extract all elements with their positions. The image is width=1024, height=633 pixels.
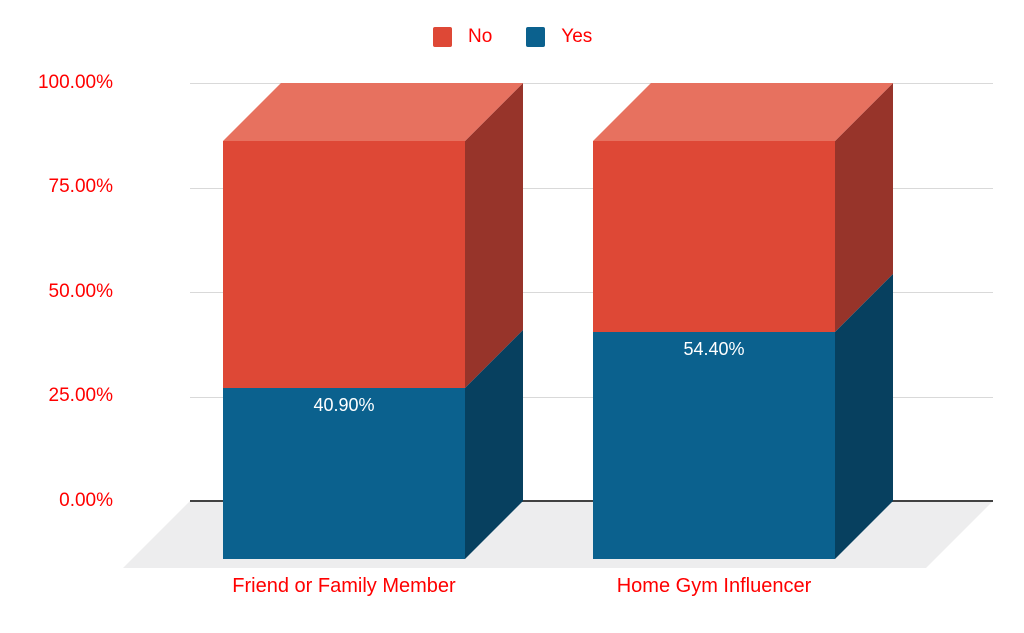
chart-legend: No Yes bbox=[433, 27, 592, 47]
legend-swatch-yes bbox=[526, 27, 546, 47]
gridline-100-percent bbox=[190, 83, 993, 84]
x-axis-baseline bbox=[190, 500, 993, 502]
y-axis-tick-label: 75.00% bbox=[48, 176, 113, 197]
legend-swatch-no bbox=[433, 27, 452, 47]
gridline-25-percent bbox=[190, 396, 993, 398]
bar-front-home-gym-influencer bbox=[593, 141, 835, 559]
legend-label-no: No bbox=[468, 26, 493, 47]
bar-front-friend-or-family-member bbox=[223, 141, 465, 559]
bar-side-home-gym-influencer bbox=[835, 83, 893, 559]
legend-label-yes: Yes bbox=[561, 26, 593, 47]
y-axis-tick-label: 100.00% bbox=[37, 72, 113, 93]
legend-item-no[interactable]: No bbox=[433, 27, 492, 47]
segment-yes-front-home-gym-influencer[interactable] bbox=[593, 331, 835, 559]
segment-no-front-friend-or-family-member[interactable] bbox=[223, 141, 465, 389]
category-label-friend-or-family-member: Friend or Family Member bbox=[232, 575, 456, 597]
gridline-75-percent bbox=[190, 187, 993, 189]
y-axis-tick-label: 0.00% bbox=[59, 490, 113, 511]
segment-no-front-home-gym-influencer[interactable] bbox=[593, 141, 835, 332]
legend-item-yes[interactable]: Yes bbox=[526, 27, 592, 47]
category-label-home-gym-influencer: Home Gym Influencer bbox=[616, 575, 812, 597]
gridline-50-percent bbox=[190, 292, 993, 293]
segment-yes-front-friend-or-family-member[interactable] bbox=[223, 388, 465, 559]
bar-side-friend-or-family-member bbox=[465, 83, 523, 559]
data-label-home-gym-influencer: 54.40% bbox=[683, 338, 745, 359]
y-axis-tick-label: 25.00% bbox=[48, 385, 113, 406]
y-axis-tick-label: 50.00% bbox=[48, 281, 113, 302]
data-label-friend-or-family-member: 40.90% bbox=[313, 395, 375, 416]
